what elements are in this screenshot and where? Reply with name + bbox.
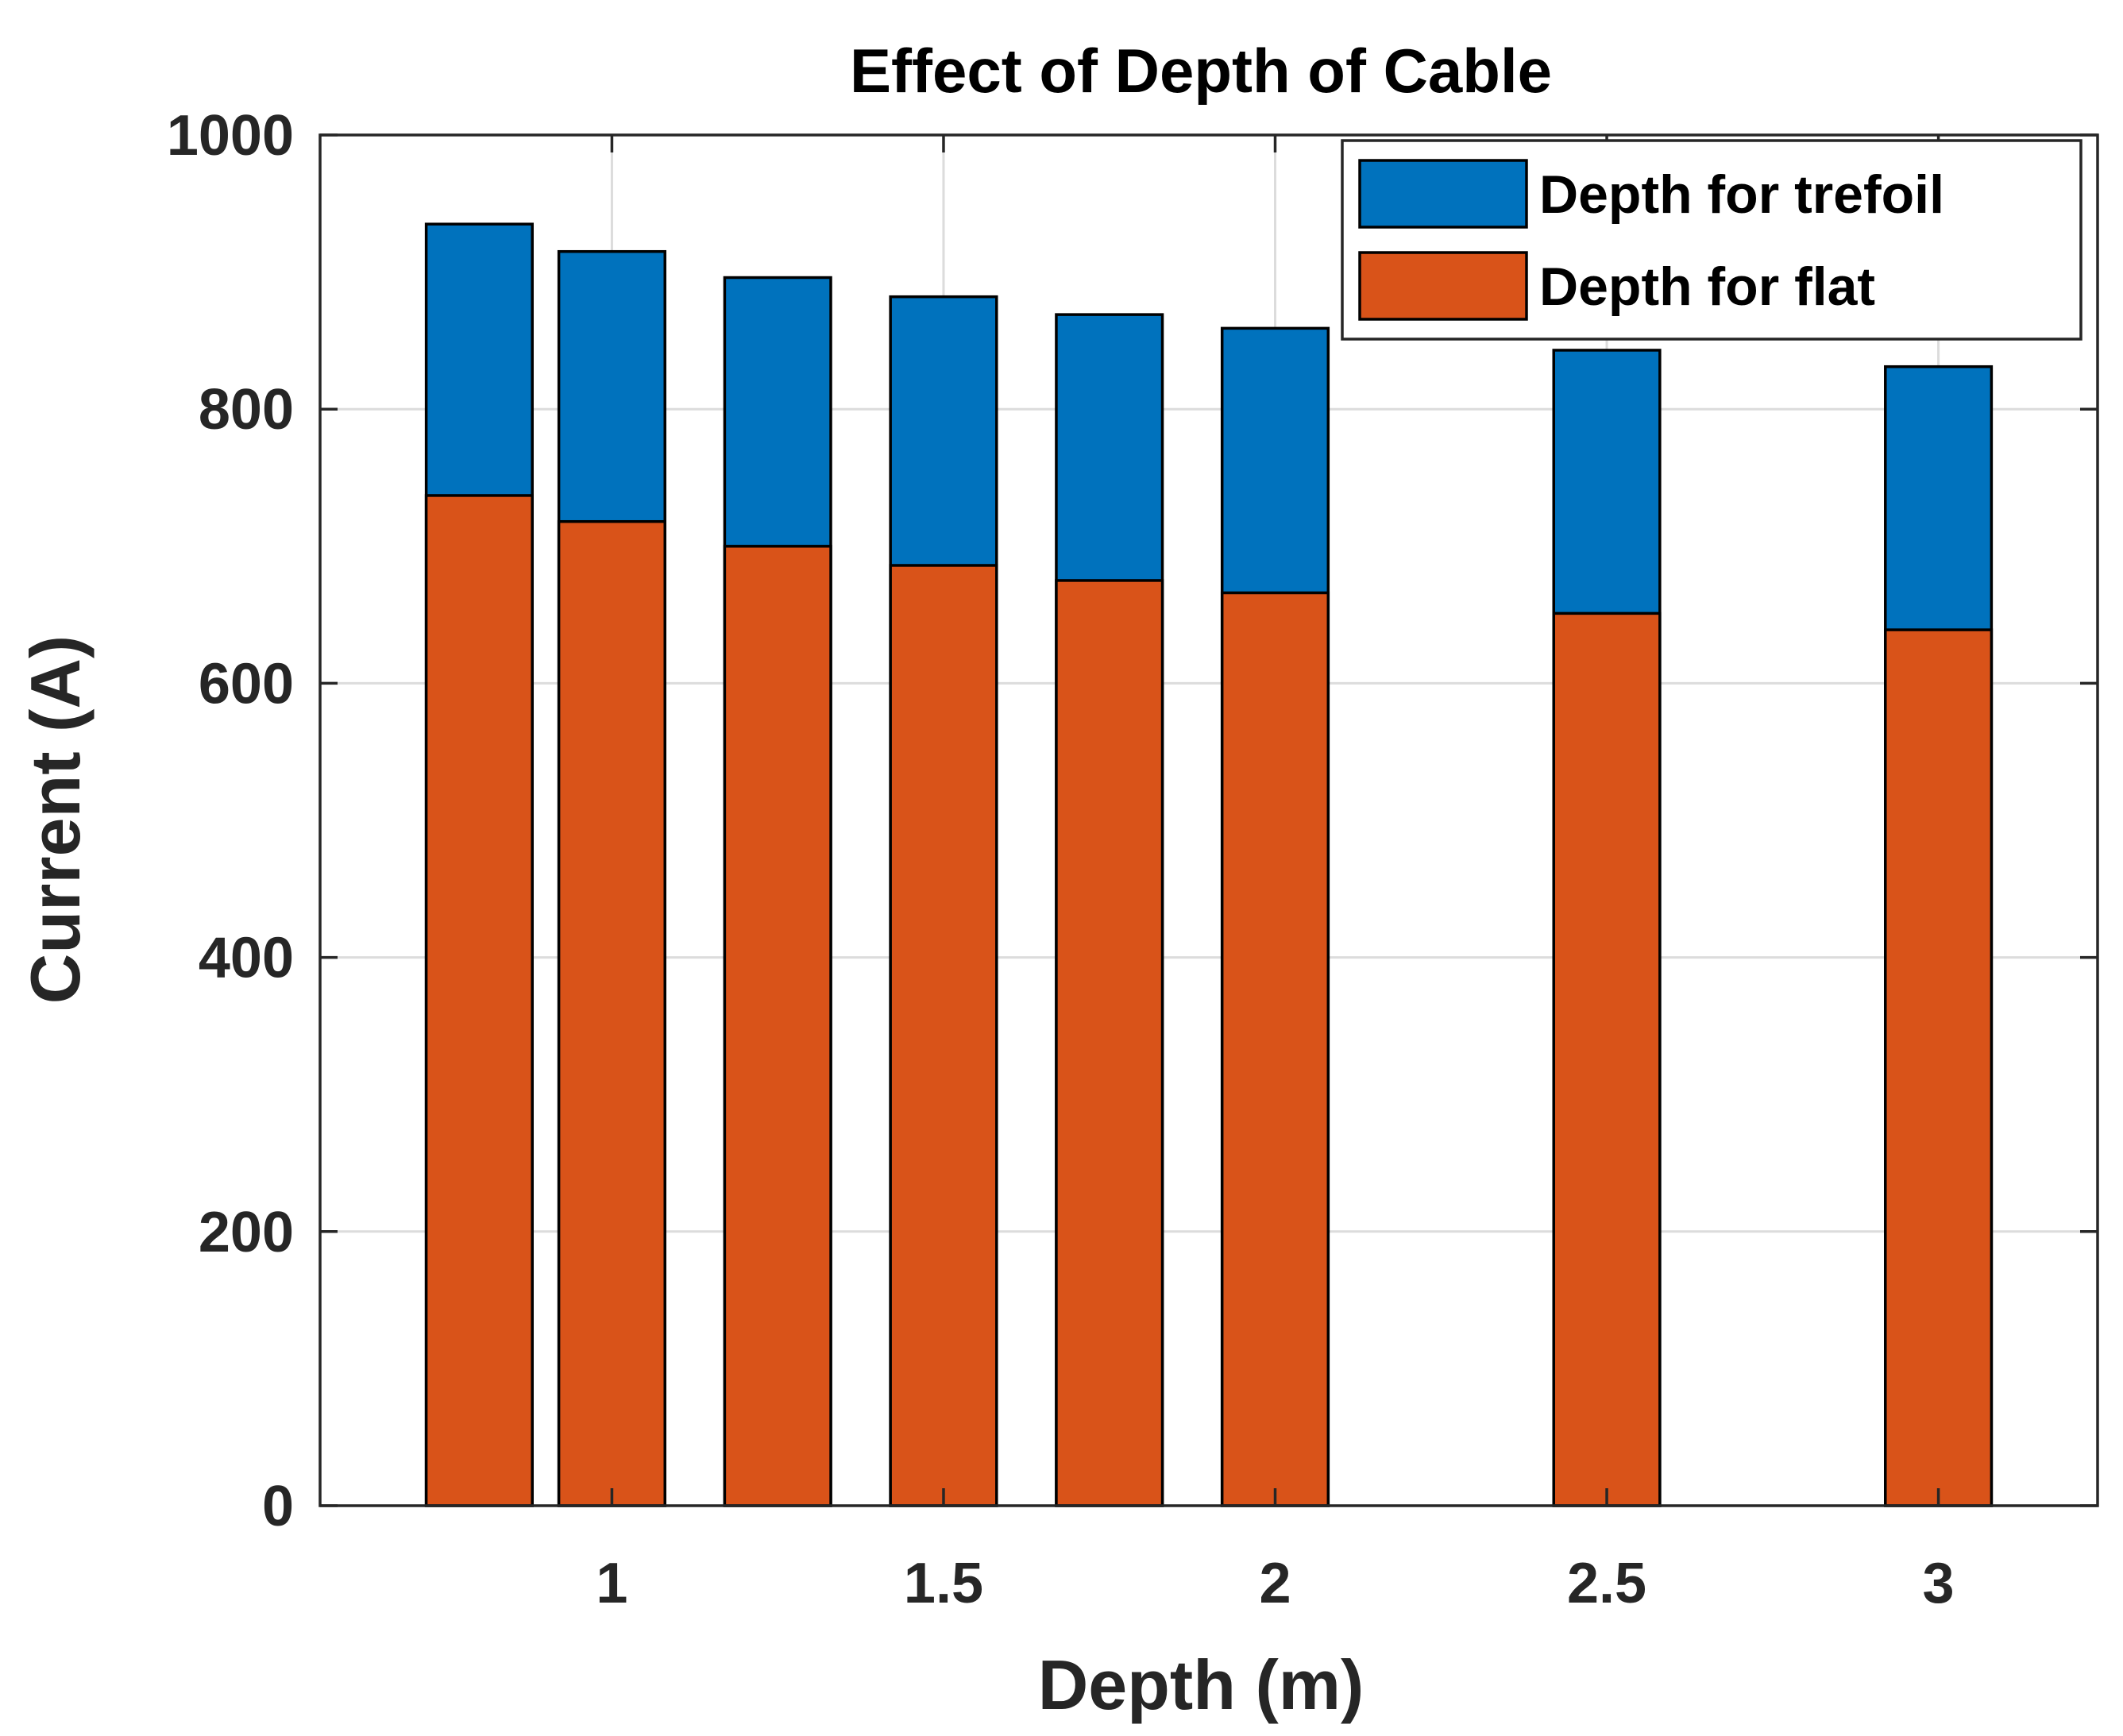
- x-tick-label: 1.5: [904, 1552, 983, 1615]
- bar-flat-1: [424, 494, 534, 1507]
- legend-swatch-flat: [1358, 251, 1528, 321]
- bar-flat-4: [889, 564, 998, 1507]
- x-tick-label: 1: [596, 1552, 627, 1615]
- bar-flat-6: [1220, 591, 1330, 1507]
- y-tick-label: 400: [199, 927, 294, 990]
- y-tick-label: 600: [199, 652, 294, 716]
- axes-box: [318, 133, 2099, 1507]
- tick-labels: 1 1.5 2 2.5 3 0 200 400 600 800 1000: [167, 104, 1955, 1615]
- legend-label-trefoil: Depth for trefoil: [1539, 164, 1944, 225]
- bars: [424, 222, 1994, 1507]
- y-axis-label: Current (A): [16, 635, 95, 1004]
- legend[interactable]: Depth for trefoil Depth for flat: [1341, 139, 2082, 341]
- y-tick-label: 800: [199, 378, 294, 442]
- x-tick-label: 3: [1923, 1552, 1955, 1615]
- bar-flat-8: [1884, 628, 1994, 1507]
- x-tick-label: 2.5: [1567, 1552, 1646, 1615]
- bar-flat-2: [557, 519, 666, 1507]
- y-tick-label: 0: [262, 1475, 294, 1538]
- bar-flat-7: [1552, 611, 1662, 1507]
- chart-title: Effect of Depth of Cable: [850, 36, 1552, 106]
- x-tick-label: 2: [1259, 1552, 1291, 1615]
- x-axis-label: Depth (m): [1038, 1645, 1365, 1724]
- y-tick-label: 200: [199, 1201, 294, 1264]
- y-tick-label: 1000: [167, 104, 294, 168]
- axes: [318, 133, 2099, 1507]
- bar-flat-5: [1055, 579, 1164, 1507]
- legend-label-flat: Depth for flat: [1539, 257, 1875, 317]
- legend-swatch-trefoil: [1358, 159, 1528, 229]
- bar-flat-3: [723, 545, 832, 1507]
